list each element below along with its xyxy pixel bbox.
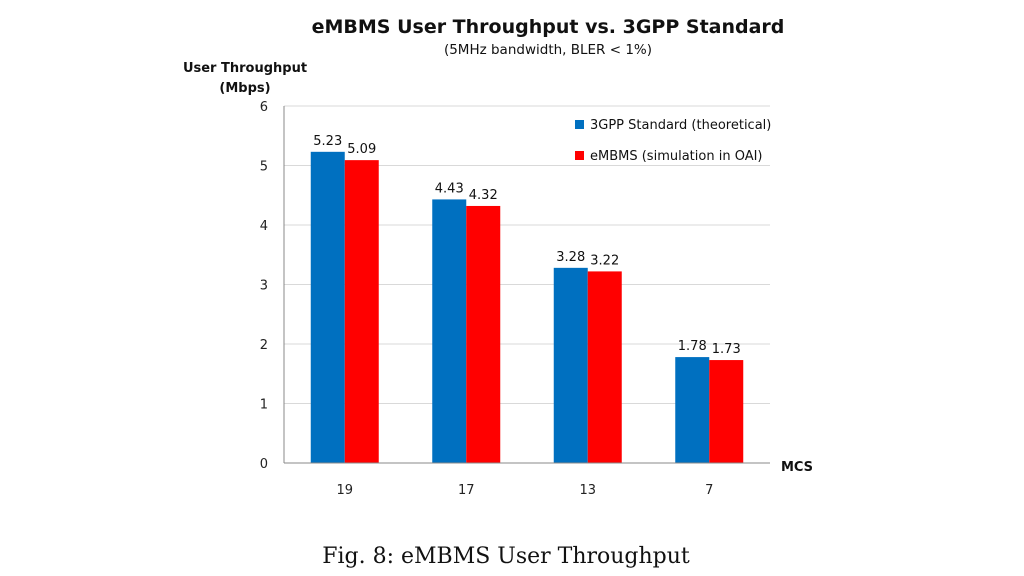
data-label-3gpp-mcs-17: 4.43 <box>435 181 464 196</box>
y-tick-label: 4 <box>260 219 268 234</box>
data-label-embms-mcs-17: 4.32 <box>469 188 498 203</box>
bar-3gpp-mcs-19 <box>310 151 345 463</box>
bar-embms-mcs-17 <box>466 205 501 463</box>
chart-subtitle: (5MHz bandwidth, BLER < 1%) <box>444 42 652 58</box>
data-label-embms-mcs-7: 1.73 <box>712 342 741 357</box>
x-tick-label: 19 <box>336 483 353 498</box>
y-axis-title: User Throughput <box>183 61 307 76</box>
bar-embms-mcs-19 <box>344 160 379 463</box>
legend-label-embms: eMBMS (simulation in OAI) <box>590 149 763 164</box>
bar-3gpp-mcs-17 <box>432 199 467 464</box>
bar-3gpp-mcs-13 <box>553 267 588 463</box>
x-tick-label: 17 <box>458 483 475 498</box>
x-tick-label: 7 <box>705 483 713 498</box>
figure-caption: Fig. 8: eMBMS User Throughput <box>322 544 690 569</box>
y-axis-ticks: 0 1 2 3 4 5 6 <box>260 100 268 472</box>
y-tick-label: 2 <box>260 338 268 353</box>
y-axis-unit: (Mbps) <box>219 81 270 96</box>
bar-embms-mcs-7 <box>709 360 744 463</box>
data-label-embms-mcs-19: 5.09 <box>347 142 376 157</box>
x-axis-ticks: 19 17 13 7 <box>336 483 713 498</box>
data-label-3gpp-mcs-7: 1.78 <box>678 339 707 354</box>
data-labels: 5.23 5.09 4.43 4.32 3.28 3.22 1.78 1.73 <box>313 134 740 357</box>
y-tick-label: 3 <box>260 279 268 294</box>
x-tick-label: 13 <box>579 483 596 498</box>
bars <box>310 151 744 464</box>
y-tick-label: 1 <box>260 398 268 413</box>
legend-label-3gpp: 3GPP Standard (theoretical) <box>590 118 771 133</box>
legend-swatch-embms <box>575 151 584 160</box>
x-axis-title: MCS <box>781 460 813 475</box>
y-tick-label: 6 <box>260 100 268 115</box>
data-label-3gpp-mcs-13: 3.28 <box>556 250 585 265</box>
bar-3gpp-mcs-7 <box>675 357 710 463</box>
legend-swatch-3gpp <box>575 120 584 129</box>
data-label-embms-mcs-13: 3.22 <box>590 253 619 268</box>
y-tick-label: 0 <box>260 457 268 472</box>
chart-title: eMBMS User Throughput vs. 3GPP Standard <box>312 16 785 38</box>
legend: 3GPP Standard (theoretical) eMBMS (simul… <box>575 118 771 164</box>
data-label-3gpp-mcs-19: 5.23 <box>313 134 342 149</box>
y-tick-label: 5 <box>260 160 268 175</box>
bar-embms-mcs-13 <box>587 271 622 463</box>
